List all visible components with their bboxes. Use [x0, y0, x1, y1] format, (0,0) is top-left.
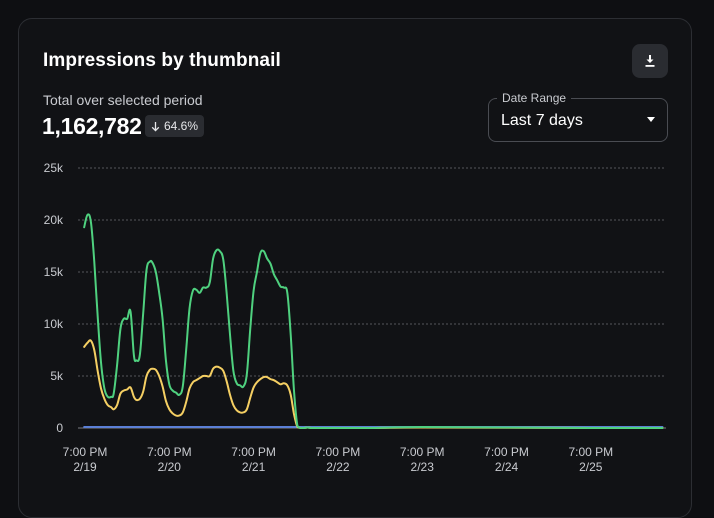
x-tick-date: 2/19 — [73, 460, 97, 474]
x-tick-date: 2/22 — [326, 460, 350, 474]
download-button[interactable] — [632, 44, 668, 78]
y-tick-label: 0 — [56, 421, 63, 435]
x-tick-date: 2/24 — [495, 460, 519, 474]
x-tick-label: 7:00 PM — [231, 445, 276, 459]
date-range-value: Last 7 days — [501, 112, 583, 129]
x-tick-label: 7:00 PM — [147, 445, 192, 459]
x-tick-date: 2/25 — [579, 460, 603, 474]
download-icon — [645, 55, 655, 67]
y-tick-label: 10k — [44, 317, 64, 331]
arrow-down-icon — [151, 121, 160, 132]
y-tick-label: 25k — [44, 161, 64, 175]
x-tick-label: 7:00 PM — [316, 445, 361, 459]
x-tick-label: 7:00 PM — [568, 445, 613, 459]
x-tick-date: 2/21 — [242, 460, 266, 474]
x-tick-label: 7:00 PM — [484, 445, 529, 459]
date-range-select[interactable]: Date Range Last 7 days — [488, 91, 668, 142]
change-value: 64.6% — [164, 119, 199, 133]
x-tick-date: 2/23 — [411, 460, 435, 474]
y-tick-label: 20k — [44, 213, 64, 227]
date-range-label: Date Range — [497, 91, 572, 105]
caret-down-icon — [647, 117, 655, 122]
total-value: 1,162,782 — [42, 113, 142, 139]
impressions-card: Impressions by thumbnail Total over sele… — [18, 18, 692, 518]
y-tick-label: 5k — [50, 369, 64, 383]
x-tick-date: 2/20 — [158, 460, 182, 474]
change-badge: 64.6% — [145, 115, 205, 137]
x-tick-label: 7:00 PM — [63, 445, 108, 459]
series-line-1 — [83, 339, 664, 429]
x-tick-label: 7:00 PM — [400, 445, 445, 459]
series-line-0 — [83, 213, 664, 429]
total-label: Total over selected period — [43, 92, 203, 108]
y-tick-label: 15k — [44, 265, 64, 279]
card-title: Impressions by thumbnail — [43, 50, 281, 71]
